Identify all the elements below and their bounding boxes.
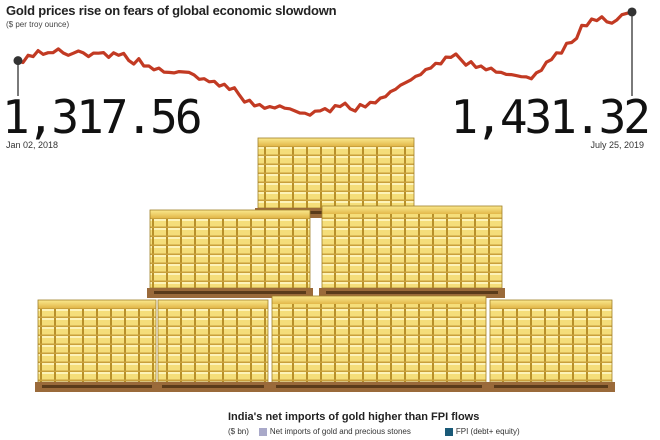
gold-bars-illustration: [35, 137, 615, 392]
start-price-label: 1,317.56: [2, 90, 203, 144]
gold-price-line-chart: [13, 7, 637, 117]
start-point-marker: [13, 56, 23, 66]
end-date-label: July 25, 2019: [590, 140, 644, 150]
legend-swatch-gold-imports: [258, 427, 267, 436]
gold-stack-bottom-4: [487, 299, 615, 392]
gold-stack-bottom-1: [35, 299, 159, 392]
legend-label-fpi: FPI (debt+ equity): [455, 427, 520, 436]
chart-unit-label: ($ per troy ounce): [6, 20, 70, 29]
gold-stack-bottom-3: [269, 295, 489, 392]
bottom-chart-title: India's net imports of gold higher than …: [228, 411, 480, 423]
chart-title: Gold prices rise on fears of global econ…: [6, 3, 337, 18]
end-point-marker: [627, 7, 637, 17]
gold-stack-middle-left: [147, 209, 313, 298]
bottom-unit-label: ($ bn): [228, 427, 249, 436]
bottom-legend: ($ bn) Net imports of gold and precious …: [228, 427, 520, 436]
legend-swatch-fpi: [444, 427, 453, 436]
legend-label-gold-imports: Net imports of gold and precious stones: [269, 427, 411, 436]
gold-price-series-line: [17, 10, 633, 117]
gold-stack-bottom-2: [155, 299, 271, 392]
end-price-label: 1,431.32: [450, 90, 651, 144]
gold-stack-middle-right: [319, 205, 505, 298]
start-date-label: Jan 02, 2018: [6, 140, 59, 150]
